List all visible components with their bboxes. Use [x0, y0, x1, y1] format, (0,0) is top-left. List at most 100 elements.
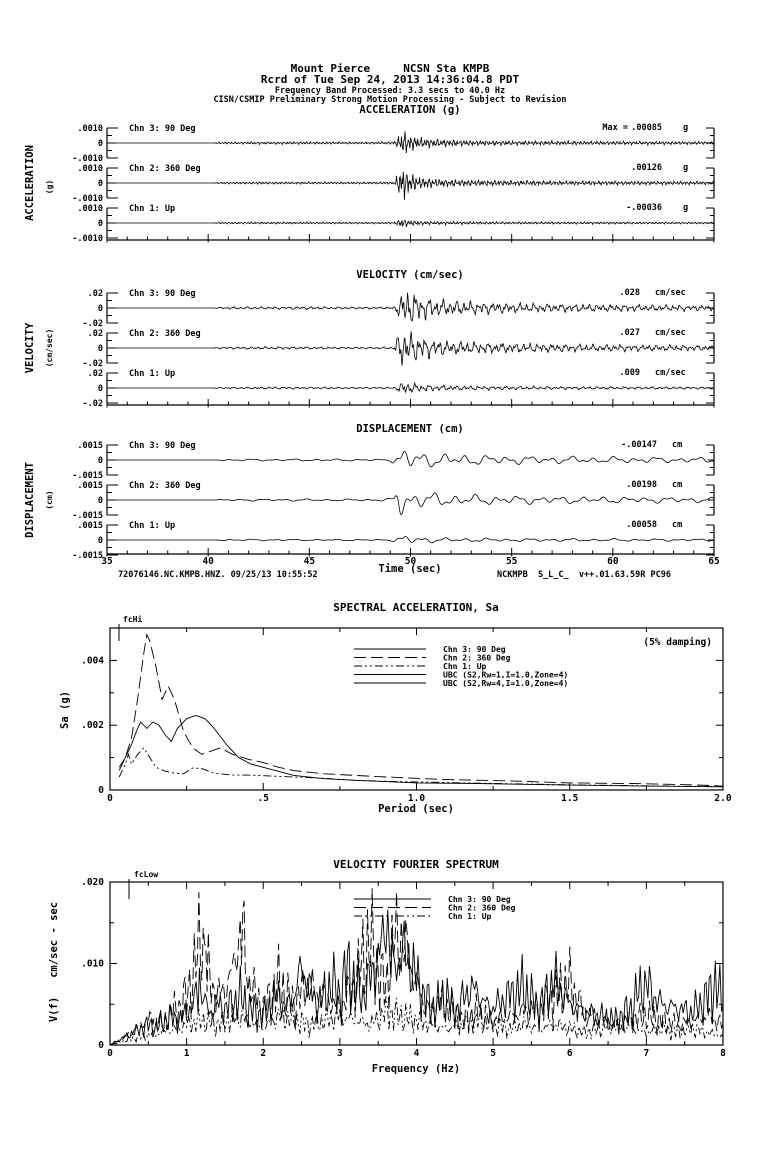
- channel-label: Chn 2: 360 Deg: [129, 329, 201, 339]
- max-unit: cm: [672, 440, 682, 450]
- velocity_fourier_spectrum-series-3: [110, 996, 724, 1046]
- channel-label: Chn 2: 360 Deg: [129, 164, 201, 174]
- y-tick-label: .020: [81, 877, 104, 888]
- time-tick-label: 45: [304, 556, 316, 567]
- x-tick-label: 7: [644, 1048, 650, 1059]
- y-tick-label: -.0010: [72, 234, 103, 244]
- x-tick-label: .5: [258, 793, 270, 804]
- max-unit: cm/sec: [655, 288, 686, 298]
- velocity-trace-chn-1: [107, 381, 715, 394]
- y-tick-label: -.0015: [72, 511, 103, 521]
- velocity-title: VELOCITY (cm/sec): [356, 269, 463, 281]
- x-tick-label: 0: [107, 793, 113, 804]
- fchi-marker-label: fcHi: [123, 614, 142, 624]
- velocity-yunit: (cm/sec): [45, 329, 54, 368]
- time-tick-label: 55: [506, 556, 518, 567]
- y-tick-label: -.0010: [72, 154, 103, 164]
- velocity-trace-chn-2: [107, 331, 715, 366]
- y-tick-label: .002: [81, 720, 104, 731]
- y-tick-label: .02: [88, 369, 103, 379]
- footer: Time (sec) 72076146.NC.KMPB.HNZ. 09/25/1…: [118, 563, 671, 580]
- y-tick-label: 0: [98, 384, 103, 394]
- acceleration-panel: ACCELERATION (g) ACCELERATION (g): [24, 104, 461, 221]
- y-tick-label: 0: [98, 344, 103, 354]
- max-unit: g: [683, 203, 688, 213]
- y-tick-label: .010: [81, 959, 104, 970]
- sa-xlabel: Period (sec): [378, 803, 454, 815]
- y-tick-label: 0: [98, 1040, 104, 1051]
- max-value: .00126: [631, 163, 662, 173]
- y-tick-label: 0: [98, 219, 103, 229]
- acceleration-title: ACCELERATION (g): [359, 104, 460, 116]
- channel-label: Chn 3: 90 Deg: [129, 124, 196, 134]
- fclow-marker-label: fcLow: [134, 870, 158, 879]
- max-value: .00085: [631, 123, 662, 133]
- velocity-ylabel: VELOCITY: [24, 322, 36, 373]
- time-tick-label: 60: [607, 556, 619, 567]
- channel-label: Chn 3: 90 Deg: [129, 289, 196, 299]
- y-tick-label: 0: [98, 785, 104, 796]
- displacement-yunit: (cm): [45, 490, 54, 509]
- displacement-title: DISPLACEMENT (cm): [356, 423, 463, 435]
- fourier-legend: Chn 3: 90 Deg Chn 2: 360 Deg Chn 1: Up: [354, 895, 516, 921]
- displacement-panel: DISPLACEMENT (cm) DISPLACEMENT (cm): [24, 423, 464, 538]
- y-tick-label: -.0015: [72, 551, 103, 561]
- y-tick-label: 0: [98, 496, 103, 506]
- max-value: .027: [620, 328, 640, 338]
- damping-annotation: (5% damping): [643, 637, 712, 648]
- acceleration-ylabel: ACCELERATION: [24, 145, 36, 221]
- acceleration-trace-chn-2: [107, 171, 715, 200]
- max-prefix: Max =: [602, 123, 628, 133]
- max-value: .00198: [626, 480, 657, 490]
- y-tick-label: -.0010: [72, 194, 103, 204]
- y-tick-label: .0015: [77, 481, 103, 491]
- channel-label: Chn 1: Up: [129, 204, 175, 214]
- x-tick-label: 3: [337, 1048, 343, 1059]
- max-unit: cm: [672, 520, 682, 530]
- velocity-panel-plot: .02 0 -.02 Chn 3: 90 Deg .028 cm/sec .02 0 -.02 C…: [83, 288, 715, 409]
- max-unit: g: [683, 123, 688, 133]
- max-value: -.00147: [621, 440, 657, 450]
- y-tick-label: 0: [98, 139, 103, 149]
- x-tick-label: 2.0: [714, 793, 731, 804]
- acceleration-panel-plot: .0010 0 -.0010 Chn 3: 90 Deg Max = .00085 g .00…: [72, 123, 715, 244]
- x-tick-label: 0: [107, 1048, 113, 1059]
- acceleration-yunit: (g): [45, 180, 54, 194]
- displacement-panel-plot: 35 40 45 50 55 60 65 .0015 0 -.0015 Chn 3: 90 Deg -…: [72, 440, 720, 567]
- max-unit: g: [683, 163, 688, 173]
- legend-label: Chn 2: 360 Deg: [448, 904, 516, 913]
- processing-note: CISN/CSMIP Preliminary Strong Motion Pro…: [213, 94, 566, 105]
- y-tick-label: 0: [98, 456, 103, 466]
- time-axis-label: Time (sec): [378, 563, 441, 575]
- x-tick-label: 8: [720, 1048, 726, 1059]
- channel-label: Chn 1: Up: [129, 369, 175, 379]
- velocity_fourier_spectrum-series-1: [109, 909, 724, 1046]
- sa-legend: Chn 3: 90 Deg Chn 2: 360 Deg Chn 1: Up U…: [354, 645, 568, 688]
- y-tick-label: 0: [98, 304, 103, 314]
- max-unit: cm/sec: [655, 328, 686, 338]
- spectral_acceleration-series-2: [118, 632, 724, 787]
- sa-title: SPECTRAL ACCELERATION, Sa: [333, 601, 499, 614]
- spectral_acceleration-series-3: [118, 747, 724, 788]
- sa-plot: SPECTRAL ACCELERATION, Sa fcHi (5% dampi…: [59, 601, 712, 815]
- x-tick-label: 5: [490, 1048, 496, 1059]
- legend-label: Chn 3: 90 Deg: [448, 895, 511, 904]
- x-tick-label: 1: [184, 1048, 190, 1059]
- legend-label: UBC (S2,Rw=1,I=1.0,Zone=4): [443, 671, 568, 680]
- y-tick-label: 0: [98, 179, 103, 189]
- x-tick-label: 1.5: [561, 793, 578, 804]
- displacement-ylabel: DISPLACEMENT: [24, 462, 36, 538]
- fourier-plot: VELOCITY FOURIER SPECTRUM fcLow V(f) cm/…: [48, 858, 516, 1075]
- legend-label: Chn 3: 90 Deg: [443, 645, 506, 654]
- channel-label: Chn 2: 360 Deg: [129, 481, 201, 491]
- x-tick-label: 2: [260, 1048, 266, 1059]
- velocity-trace-chn-3: [107, 292, 715, 322]
- displacement-trace-chn-3: [107, 450, 715, 468]
- y-tick-label: -.02: [83, 399, 103, 409]
- channel-label: Chn 1: Up: [129, 521, 175, 531]
- y-tick-label: .02: [88, 329, 103, 339]
- velocity_fourier_spectrum-plot-area: 0 1 2 3 4 5 6 7 8 0 .010 .020: [81, 877, 726, 1059]
- velocity-panel: VELOCITY (cm/sec) VELOCITY (cm/sec): [24, 269, 464, 373]
- displacement-trace-chn-2: [107, 492, 715, 516]
